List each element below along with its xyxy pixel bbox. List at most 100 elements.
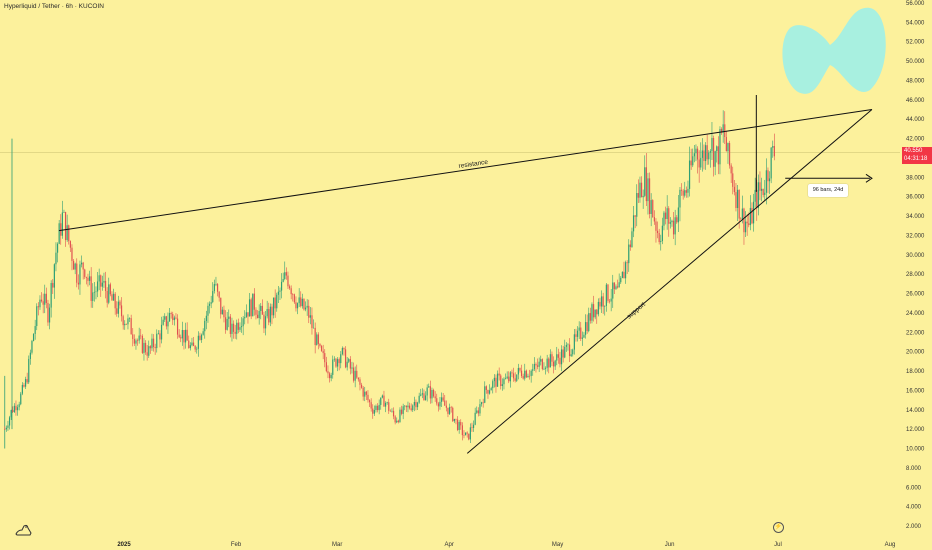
candle-body (445, 405, 447, 408)
y-tick-label: 56.000 (906, 1, 925, 7)
candle-body (620, 277, 622, 283)
candle-body (104, 280, 107, 291)
candle-body (231, 323, 233, 334)
candle-body (594, 309, 596, 318)
candle-body (148, 346, 150, 356)
candle-body (253, 293, 255, 310)
tradingview-logo-icon[interactable] (14, 521, 34, 537)
y-tick-label: 6.000 (906, 485, 922, 491)
candle-body (474, 412, 476, 425)
candle-body (303, 298, 305, 310)
candle-body (332, 359, 334, 375)
candle-body (335, 358, 337, 367)
candle-body (396, 420, 398, 423)
candle-body (690, 160, 692, 166)
candle-body (538, 361, 540, 367)
candle-body (328, 373, 331, 379)
candle-body (322, 350, 324, 354)
y-tick-label: 48.000 (906, 78, 925, 84)
candle-body (357, 377, 359, 380)
candle-body (408, 405, 411, 409)
candle-body (572, 349, 574, 355)
candle-body (767, 170, 769, 182)
y-tick-label: 20.000 (906, 350, 925, 356)
candle-body (703, 150, 705, 162)
candle-body (160, 324, 163, 340)
candle-body (412, 405, 414, 411)
candle-body (168, 313, 171, 322)
candle-body (476, 410, 478, 413)
candle-body (468, 433, 470, 440)
candle-body (266, 309, 268, 317)
candle-body (215, 284, 217, 285)
candle-body (44, 293, 46, 305)
candle-body (186, 329, 188, 341)
candle-body (277, 291, 279, 295)
candle-body (740, 218, 742, 220)
candle-body (512, 373, 515, 379)
candle-body (117, 301, 119, 314)
candle-body (639, 182, 641, 198)
candle-body (178, 334, 180, 338)
y-tick-label: 30.000 (906, 253, 925, 259)
candle-body (20, 393, 22, 405)
candle-body (68, 225, 70, 242)
candle-body (170, 313, 172, 315)
y-tick-label: 12.000 (906, 427, 925, 433)
candle-body (183, 330, 185, 343)
candle-body (668, 208, 670, 224)
candle-body (628, 244, 630, 264)
y-tick-label: 10.000 (906, 447, 925, 453)
candle-body (228, 316, 230, 319)
candle-body (140, 335, 142, 337)
candle-body (626, 262, 628, 264)
candle-body (212, 291, 214, 303)
candle-body (298, 297, 300, 304)
candle-body (301, 298, 303, 307)
candle-body (471, 427, 473, 428)
candle-body (660, 241, 662, 243)
candle-body (652, 200, 654, 218)
candle-body (106, 290, 108, 303)
candle-body (288, 286, 291, 289)
candle-body (704, 145, 707, 162)
candle-body (559, 357, 561, 365)
candle-body (621, 271, 623, 278)
y-tick-label: 2.000 (906, 524, 922, 530)
candle-body (663, 212, 665, 226)
candle-body (370, 402, 372, 409)
candle-body (540, 359, 542, 362)
candle-body (274, 297, 276, 309)
candle-body (85, 277, 87, 278)
candle-body (12, 410, 14, 412)
candle-body (677, 207, 679, 223)
candle-body (578, 327, 580, 331)
candle-body (762, 188, 764, 195)
candle-body (37, 306, 39, 308)
lightning-icon[interactable]: ⚡ (773, 522, 784, 533)
candle-body (541, 359, 543, 370)
candle-body (607, 284, 609, 301)
candle-body (285, 272, 287, 276)
candle-body (557, 354, 559, 358)
candle-body (189, 345, 191, 349)
candle-body (570, 354, 572, 357)
candle-body (100, 275, 102, 287)
candle-body (416, 402, 419, 408)
candle-body (514, 378, 516, 381)
chart-title: Hyperliquid / Tether · 6h · KUCOIN (4, 3, 104, 10)
candle-body (173, 317, 175, 321)
candle-body (63, 212, 65, 213)
y-tick-label: 44.000 (906, 117, 925, 123)
candle-body (245, 312, 247, 318)
candle-body (101, 282, 103, 287)
candle-body (453, 418, 455, 422)
candle-body (108, 284, 110, 303)
candle-body (119, 301, 121, 306)
candle-body (389, 410, 391, 412)
candle-body (93, 291, 95, 293)
candle-body (343, 348, 345, 350)
candle-body (136, 340, 139, 342)
